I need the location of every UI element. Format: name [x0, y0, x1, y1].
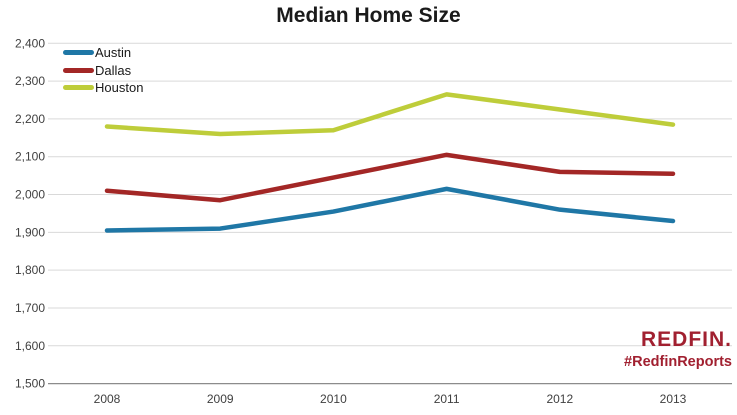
y-tick-label: 2,100	[15, 150, 45, 164]
legend: Austin Dallas Houston	[63, 44, 143, 96]
legend-swatch-dallas	[63, 67, 94, 73]
legend-item-houston: Houston	[63, 79, 143, 96]
x-tick-label: 2011	[434, 392, 460, 406]
x-tick-label: 2009	[207, 392, 234, 406]
y-tick-label: 1,700	[15, 301, 45, 315]
y-tick-label: 1,900	[15, 225, 45, 239]
legend-label: Dallas	[95, 62, 132, 78]
series-line-houston	[104, 92, 676, 137]
legend-label: Austin	[95, 45, 132, 61]
legend-item-austin: Austin	[63, 44, 143, 61]
legend-label: Houston	[95, 79, 144, 95]
y-tick-label: 2,400	[15, 36, 45, 50]
x-tick-label: 2010	[320, 392, 347, 406]
y-tick-label: 1,800	[15, 263, 45, 277]
chart-title: Median Home Size	[276, 4, 461, 27]
y-tick-label: 1,600	[15, 339, 45, 353]
redfin-hashtag: #RedfinReports	[624, 354, 732, 370]
legend-swatch-houston	[63, 84, 94, 90]
redfin-branding: REDFIN. #RedfinReports	[624, 329, 732, 370]
y-tick-label: 2,200	[15, 112, 45, 126]
x-tick-label: 2012	[546, 392, 573, 406]
legend-swatch-austin	[63, 50, 94, 56]
x-tick-label: 2013	[660, 392, 687, 406]
legend-item-dallas: Dallas	[63, 61, 143, 78]
y-tick-label: 1,500	[15, 377, 45, 391]
series-line-dallas	[104, 152, 676, 203]
y-tick-label: 2,300	[15, 74, 45, 88]
y-tick-label: 2,000	[15, 188, 45, 202]
redfin-logo: REDFIN.	[641, 328, 732, 351]
series-line-austin	[104, 186, 676, 233]
x-tick-label: 2008	[94, 392, 121, 406]
